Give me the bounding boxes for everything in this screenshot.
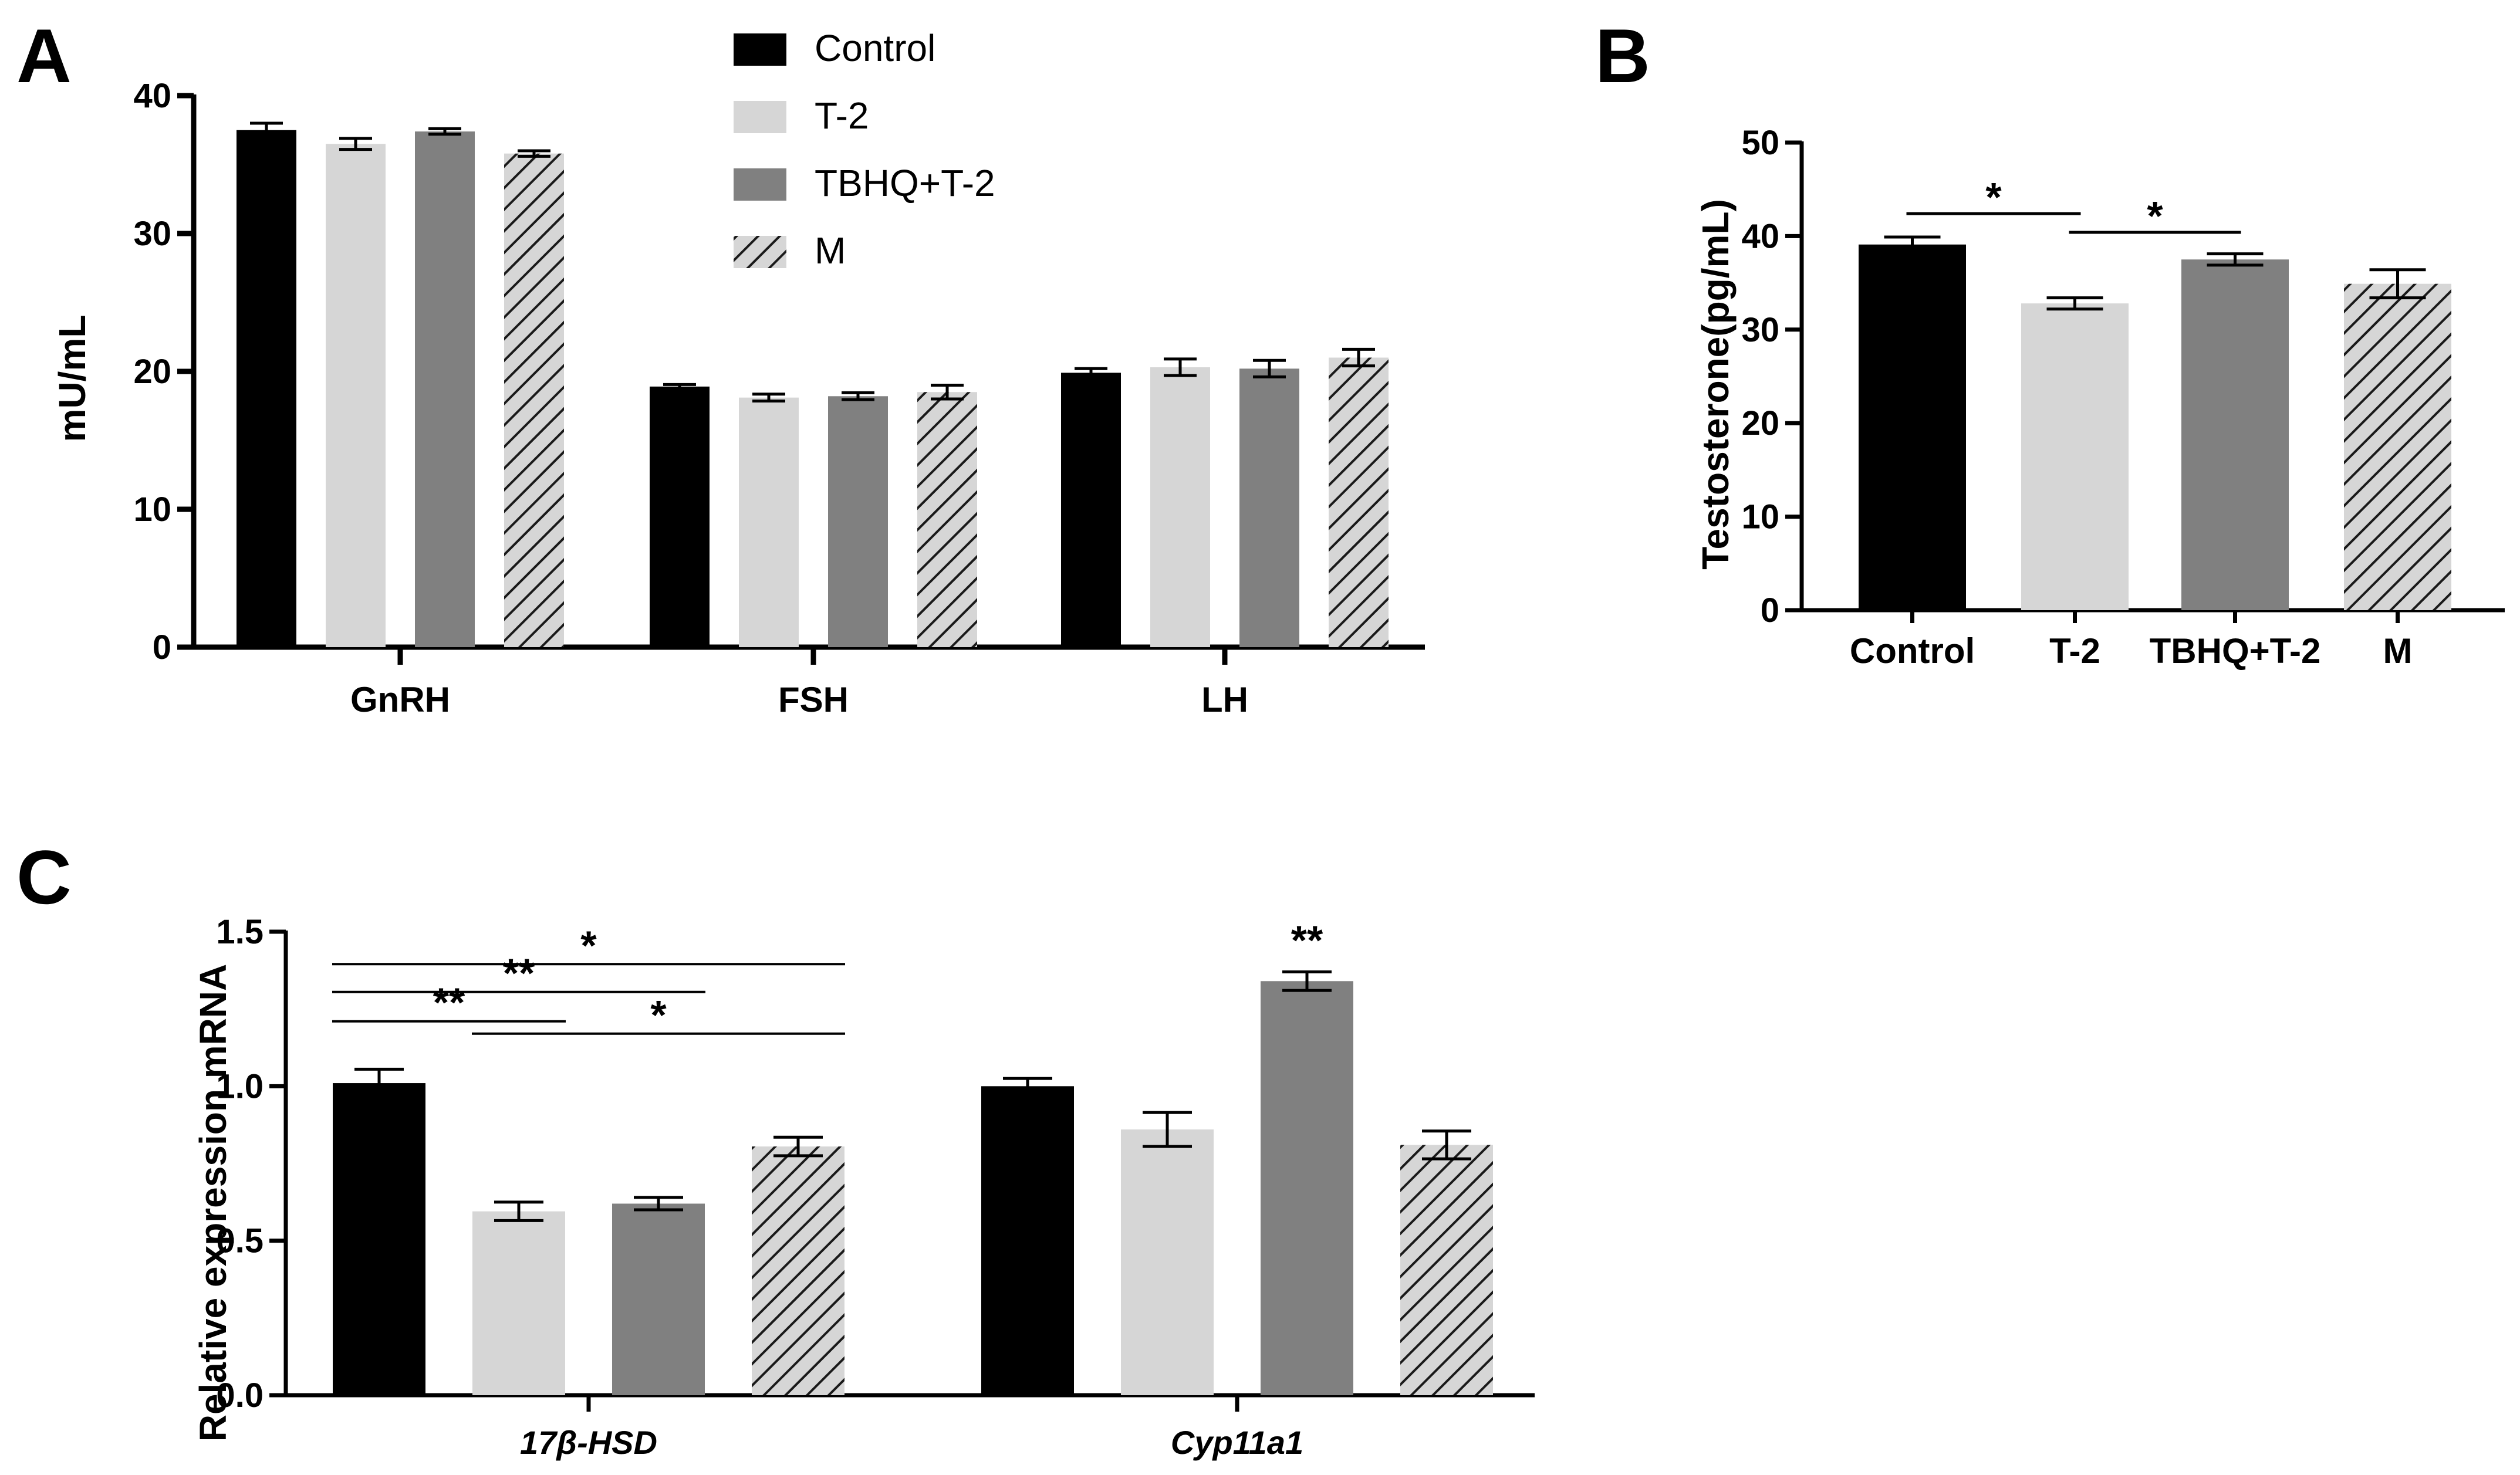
bar-gnrh-tbhq+t-2 bbox=[415, 131, 475, 648]
panel-b-ytick-label: 10 bbox=[1741, 498, 1779, 536]
bar-gnrh-control bbox=[237, 130, 296, 647]
panel-b-ytick-label: 50 bbox=[1741, 124, 1779, 162]
bar-gnrh-m bbox=[504, 153, 564, 647]
bar-lh-control bbox=[1061, 373, 1121, 647]
bar-cyp11a1-t-2 bbox=[1121, 1129, 1214, 1395]
bar-cyp11a1-m bbox=[1400, 1145, 1493, 1395]
bar-t-2 bbox=[2021, 303, 2129, 610]
panel-a-category-label: LH bbox=[1201, 680, 1248, 719]
panel-b-ytick-label: 20 bbox=[1741, 404, 1779, 442]
bar-gnrh-t-2 bbox=[326, 144, 386, 647]
panel-a-ytick-label: 30 bbox=[133, 215, 171, 253]
panel-c-category-label: 17β-HSD bbox=[520, 1424, 657, 1461]
panel-a-category-label: FSH bbox=[778, 680, 849, 719]
panel-letter-b: B bbox=[1595, 13, 1650, 99]
significance-marker: * bbox=[580, 922, 597, 968]
bar-control bbox=[1859, 244, 1966, 611]
bar-m bbox=[2344, 283, 2451, 611]
panel-c-ytick-label: 0.0 bbox=[216, 1376, 264, 1415]
bar-cyp11a1-tbhq+t-2 bbox=[1261, 981, 1353, 1395]
bar-hsd-control bbox=[333, 1083, 425, 1395]
panel-b-ytick-label: 30 bbox=[1741, 311, 1779, 349]
panel-b-ytick-label: 40 bbox=[1741, 217, 1779, 255]
panel-c-ylabel: Relative expression mRNA bbox=[192, 964, 234, 1442]
panel-letter-a: A bbox=[16, 13, 72, 99]
panel-b-category-label: M bbox=[2383, 631, 2413, 671]
significance-marker: * bbox=[2147, 193, 2163, 239]
panel-b-category-label: T-2 bbox=[2049, 631, 2100, 671]
panel-c-ytick-label: 0.5 bbox=[216, 1222, 264, 1260]
bar-significance-marker: ** bbox=[1291, 917, 1323, 963]
panel-b-category-label: TBHQ+T-2 bbox=[2150, 631, 2321, 671]
panel-a-ylabel: mU/mL bbox=[51, 315, 93, 442]
significance-marker: * bbox=[1985, 174, 2002, 220]
legend-swatch-t-2 bbox=[734, 101, 786, 133]
panel-c-ytick-label: 1.5 bbox=[216, 913, 264, 951]
bar-fsh-tbhq+t-2 bbox=[828, 396, 888, 647]
legend-label-control: Control bbox=[815, 27, 935, 69]
panel-b-chart: 0 10 20 30 40 50 Control T-2 TBHQ+T-2 M * * Testo… bbox=[1694, 124, 2505, 671]
legend-swatch-tbhq+t-2 bbox=[734, 168, 786, 201]
bar-lh-t-2 bbox=[1150, 367, 1210, 647]
bar-hsd-t-2 bbox=[472, 1211, 565, 1395]
panel-c-category-label: Cyp11a1 bbox=[1171, 1424, 1303, 1461]
panel-b-category-label: Control bbox=[1850, 631, 1975, 671]
panel-a-ytick-label: 40 bbox=[133, 77, 171, 115]
bar-fsh-t-2 bbox=[739, 397, 799, 647]
legend-swatch-m bbox=[734, 236, 786, 268]
bar-hsd-tbhq+t-2 bbox=[612, 1203, 705, 1395]
panel-a-chart: 0 10 20 30 40 GnRH FSH LH mU/mL bbox=[51, 77, 1425, 719]
legend-label-m: M bbox=[815, 229, 846, 272]
significance-marker: * bbox=[650, 992, 667, 1038]
panel-c-chart: 0.00.51.01.5 17β-HSD Cyp11a1 ***** *** Rel… bbox=[192, 913, 1535, 1461]
panel-letter-c: C bbox=[16, 834, 72, 920]
bar-lh-m bbox=[1329, 357, 1389, 647]
significance-marker: ** bbox=[433, 980, 465, 1026]
panel-c-ytick-label: 1.0 bbox=[216, 1067, 264, 1105]
significance-marker: ** bbox=[503, 950, 535, 996]
legend: Control T-2 TBHQ+T-2 M bbox=[734, 27, 995, 272]
panel-a-ytick-label: 10 bbox=[133, 490, 171, 529]
panel-a-category-label: GnRH bbox=[350, 680, 450, 719]
panel-a-ytick-label: 20 bbox=[133, 353, 171, 391]
bar-tbhq+t-2 bbox=[2181, 259, 2289, 610]
legend-swatch-control bbox=[734, 33, 786, 66]
bar-hsd-m bbox=[752, 1146, 844, 1395]
panel-b-ylabel: Testosterone(pg/mL) bbox=[1694, 199, 1737, 570]
bar-cyp11a1-control bbox=[981, 1086, 1074, 1395]
bar-lh-tbhq+t-2 bbox=[1239, 368, 1299, 647]
panel-a-ytick-label: 0 bbox=[153, 628, 171, 667]
legend-label-t-2: T-2 bbox=[815, 94, 869, 137]
bar-fsh-control bbox=[650, 386, 710, 647]
legend-label-tbhq+t-2: TBHQ+T-2 bbox=[815, 162, 995, 204]
panel-b-ytick-label: 0 bbox=[1761, 591, 1779, 630]
bar-fsh-m bbox=[917, 392, 977, 647]
